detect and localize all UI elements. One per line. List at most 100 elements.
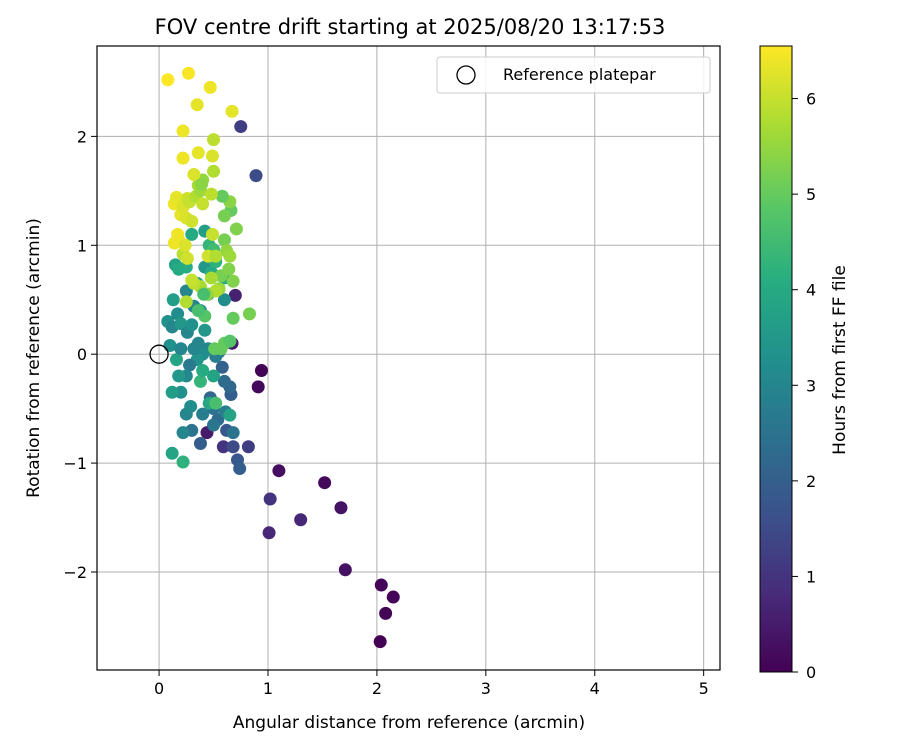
data-point bbox=[161, 73, 175, 87]
y-axis-label: Rotation from reference (arcmin) bbox=[24, 218, 44, 498]
legend-entry-reference: Reference platepar bbox=[503, 65, 656, 84]
data-point bbox=[203, 80, 217, 94]
data-point bbox=[176, 426, 190, 440]
data-point bbox=[222, 262, 236, 276]
colorbar-tick-label: 4 bbox=[806, 281, 816, 300]
x-tick-label: 3 bbox=[481, 679, 491, 698]
x-axis-label: Angular distance from reference (arcmin) bbox=[233, 713, 585, 733]
data-point bbox=[171, 307, 185, 321]
data-point bbox=[233, 462, 247, 476]
data-point bbox=[334, 501, 348, 515]
colorbar-tick-label: 1 bbox=[806, 567, 816, 586]
data-point bbox=[242, 307, 256, 321]
data-point bbox=[217, 374, 231, 388]
data-point bbox=[207, 418, 221, 432]
data-point bbox=[181, 66, 195, 80]
reference-platepar-marker bbox=[149, 344, 169, 364]
data-point bbox=[207, 369, 221, 383]
data-point bbox=[226, 440, 240, 454]
y-tick-label: 2 bbox=[77, 127, 87, 146]
data-point bbox=[176, 151, 190, 165]
x-tick-label: 1 bbox=[263, 679, 273, 698]
data-point bbox=[205, 227, 219, 241]
data-point bbox=[223, 249, 237, 263]
colorbar: 0 1 2 3 4 5 6 Hours from first FF file bbox=[759, 45, 850, 682]
data-point bbox=[184, 399, 198, 413]
data-point bbox=[217, 293, 231, 307]
y-tick-label: −1 bbox=[63, 454, 87, 473]
data-point bbox=[191, 146, 205, 160]
data-point bbox=[262, 526, 276, 540]
data-point bbox=[165, 446, 179, 460]
data-point bbox=[263, 492, 277, 506]
data-point bbox=[226, 311, 240, 325]
data-point bbox=[205, 149, 219, 163]
data-point bbox=[196, 407, 210, 421]
x-tick-label: 5 bbox=[699, 679, 709, 698]
data-point bbox=[225, 104, 239, 118]
data-point bbox=[251, 380, 265, 394]
data-point bbox=[374, 578, 388, 592]
colorbar-tick-label: 2 bbox=[806, 472, 816, 491]
data-point bbox=[207, 164, 221, 178]
data-point bbox=[217, 209, 231, 223]
data-point bbox=[198, 323, 212, 337]
data-point bbox=[249, 169, 263, 183]
data-point bbox=[197, 287, 211, 301]
data-point bbox=[254, 364, 268, 378]
data-point bbox=[272, 464, 286, 478]
data-point bbox=[223, 408, 237, 422]
colorbar-tick-label: 6 bbox=[806, 90, 816, 109]
data-point bbox=[185, 273, 199, 287]
colorbar-label: Hours from first FF file bbox=[830, 265, 850, 455]
data-point bbox=[241, 440, 255, 454]
data-point bbox=[196, 197, 210, 211]
data-point bbox=[207, 133, 221, 147]
data-point bbox=[373, 635, 387, 649]
data-point bbox=[318, 476, 332, 490]
plot-area-frame bbox=[96, 45, 721, 671]
data-point bbox=[204, 271, 218, 285]
data-point bbox=[386, 590, 400, 604]
data-point bbox=[179, 295, 193, 309]
y-tick-label: 1 bbox=[77, 236, 87, 255]
x-tick-label: 2 bbox=[372, 679, 382, 698]
data-point bbox=[204, 187, 218, 201]
data-point bbox=[185, 214, 199, 228]
data-point bbox=[183, 358, 197, 372]
y-axis-ticks: −2 −1 0 1 2 bbox=[63, 127, 97, 582]
data-point bbox=[195, 177, 209, 191]
data-point bbox=[174, 342, 188, 356]
reference-marker-group bbox=[149, 344, 169, 364]
y-tick-label: 0 bbox=[77, 345, 87, 364]
data-point bbox=[176, 124, 190, 138]
data-point bbox=[234, 120, 248, 134]
x-tick-label: 0 bbox=[154, 679, 164, 698]
x-tick-label: 4 bbox=[590, 679, 600, 698]
data-point bbox=[229, 222, 243, 236]
data-point bbox=[166, 293, 180, 307]
data-point bbox=[215, 360, 229, 374]
data-point bbox=[216, 440, 230, 454]
colorbar-ticks: 0 1 2 3 4 5 6 bbox=[792, 90, 816, 682]
legend-reference-marker bbox=[456, 65, 476, 85]
data-point bbox=[379, 606, 393, 620]
data-point bbox=[338, 563, 352, 577]
data-point bbox=[226, 426, 240, 440]
grid-lines bbox=[97, 46, 720, 670]
data-point bbox=[178, 238, 192, 252]
data-point bbox=[180, 251, 194, 265]
chart-title: FOV centre drift starting at 2025/08/20 … bbox=[155, 15, 666, 39]
colorbar-tick-label: 3 bbox=[806, 376, 816, 395]
legend-box bbox=[436, 56, 711, 94]
data-point bbox=[196, 364, 210, 378]
data-points bbox=[161, 66, 400, 649]
data-point bbox=[172, 369, 186, 383]
data-point bbox=[193, 436, 207, 450]
data-point bbox=[176, 455, 190, 469]
data-point bbox=[190, 98, 204, 112]
data-point bbox=[191, 336, 205, 350]
y-tick-label: −2 bbox=[63, 563, 87, 582]
data-point bbox=[170, 353, 184, 367]
